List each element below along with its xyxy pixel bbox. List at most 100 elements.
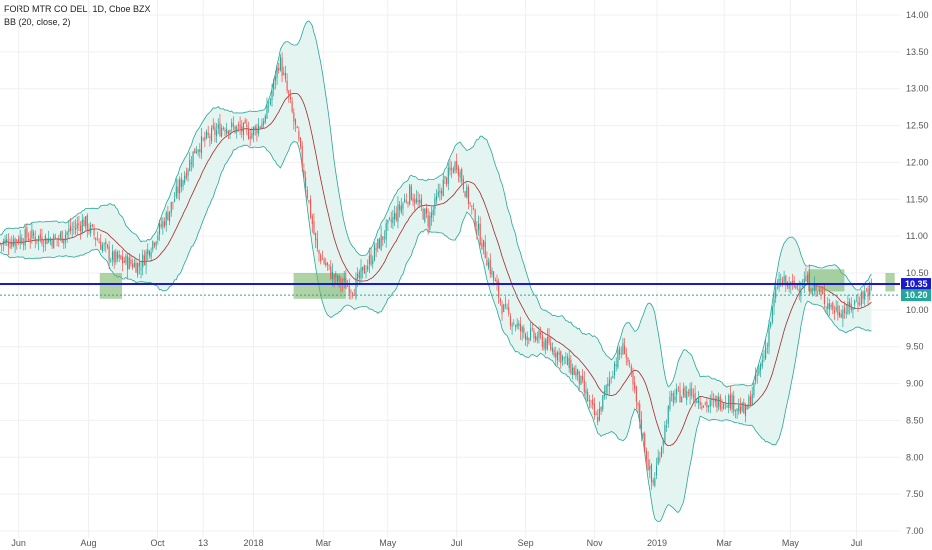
candle-body: [399, 204, 401, 211]
candle-body: [513, 322, 515, 324]
x-axis-tick-label: May: [782, 538, 800, 548]
candle-body: [394, 212, 396, 220]
candle-body: [51, 240, 53, 247]
candle-body: [751, 394, 753, 405]
candle-body: [71, 229, 73, 230]
candle-body: [205, 131, 208, 139]
candle-body: [76, 223, 78, 229]
bollinger-upper-line: [0, 20, 872, 388]
candle-body: [266, 104, 268, 119]
candle-body: [672, 393, 674, 403]
candle-body: [22, 244, 25, 245]
candle-body: [318, 250, 320, 254]
candle-body: [382, 236, 384, 241]
candle-body: [58, 238, 60, 239]
candle-body: [647, 459, 649, 471]
candle-body: [26, 227, 28, 238]
candle-body: [575, 371, 577, 377]
candle-body: [570, 359, 572, 374]
candle-body: [713, 399, 715, 401]
candle-body: [583, 379, 585, 392]
candle-body: [788, 285, 790, 289]
candle-body: [758, 367, 760, 375]
support-highlight-zone: [885, 273, 895, 292]
candle-body: [587, 391, 589, 402]
candle-body: [113, 251, 115, 263]
candle-body: [781, 280, 783, 284]
candle-body: [461, 169, 463, 182]
candle-body: [528, 338, 530, 341]
candle-body: [530, 328, 532, 340]
candle-body: [449, 167, 451, 171]
y-axis-tick-label: 12.00: [906, 157, 929, 167]
candle-body: [634, 382, 636, 390]
candle-body: [320, 254, 322, 262]
candle-body: [822, 291, 824, 295]
candle-body: [654, 478, 656, 486]
candle-body: [226, 128, 228, 134]
candle-body: [88, 228, 90, 232]
candle-body: [744, 405, 747, 417]
candle-body: [353, 295, 355, 296]
candle-body: [268, 106, 270, 108]
candle-body: [81, 219, 83, 233]
candle-body: [281, 58, 283, 76]
candle-body: [331, 271, 333, 279]
candle-body: [761, 359, 763, 367]
candle-body: [68, 228, 70, 232]
candle-body: [543, 341, 545, 349]
y-axis-tick-label: 9.00: [906, 379, 924, 389]
candle-body: [182, 180, 184, 187]
candle-body: [378, 238, 381, 249]
candle-body: [533, 330, 535, 339]
candle-body: [6, 238, 8, 242]
candle-body: [4, 239, 6, 244]
candle-body: [536, 336, 538, 341]
candle-body: [263, 121, 265, 125]
candle-body: [402, 203, 404, 209]
candle-body: [435, 196, 438, 201]
candle-body: [419, 199, 421, 204]
candle-body: [798, 288, 800, 292]
candle-body: [200, 135, 203, 154]
candle-body: [608, 379, 611, 387]
candle-body: [430, 212, 433, 218]
candle-body: [115, 251, 117, 262]
candle-body: [420, 198, 422, 207]
candle-body: [561, 356, 564, 361]
candle-body: [635, 386, 637, 402]
candle-body: [36, 239, 38, 242]
candle-body: [130, 259, 132, 264]
candle-body: [845, 312, 847, 314]
candle-body: [622, 343, 624, 355]
candle-body: [577, 368, 579, 375]
candle-body: [541, 335, 543, 347]
candle-body: [140, 268, 142, 270]
candle-body: [397, 204, 399, 222]
candle-body: [167, 212, 169, 221]
candle-body: [820, 291, 822, 293]
candle-body: [116, 251, 119, 259]
candle-body: [753, 382, 755, 396]
candle-body: [372, 260, 374, 264]
candle-body: [830, 304, 832, 308]
candle-body: [306, 189, 308, 199]
candle-body: [588, 400, 590, 402]
candle-body: [582, 376, 584, 381]
candle-body: [41, 236, 43, 245]
candle-body: [195, 151, 197, 153]
candle-body: [105, 241, 107, 244]
y-axis-tick-label: 7.50: [906, 489, 924, 499]
candle-body: [701, 406, 703, 409]
y-axis-tick-label: 10.50: [906, 268, 929, 278]
candle-body: [600, 406, 602, 411]
candle-body: [157, 235, 159, 240]
candle-body: [298, 130, 300, 140]
candle-body: [343, 278, 345, 282]
candle-body: [152, 241, 154, 250]
candle-body: [718, 396, 720, 407]
candle-body: [849, 301, 851, 307]
bollinger-lower-line: [0, 141, 872, 522]
x-axis-tick-label: Aug: [81, 538, 97, 548]
